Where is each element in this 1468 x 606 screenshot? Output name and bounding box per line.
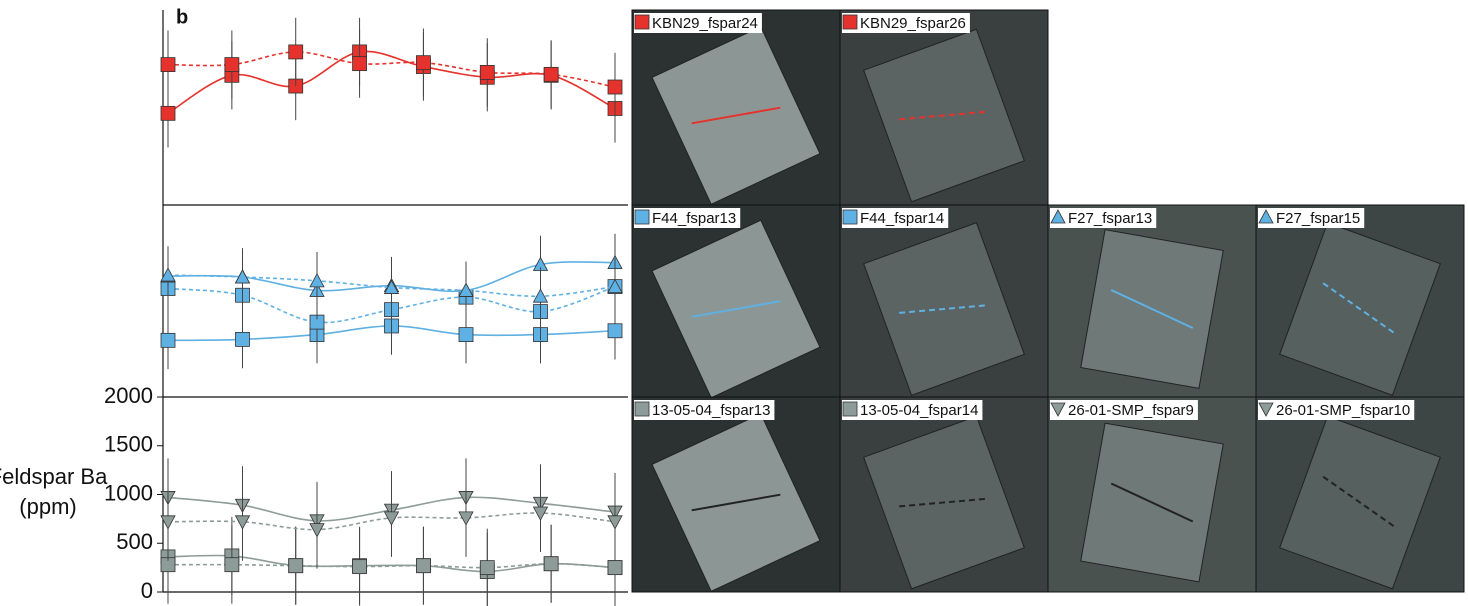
legend-marker [843,15,857,29]
y-axis-label: Feldspar Ba [0,464,108,489]
legend-label: 26-01-SMP_fspar10 [1276,402,1410,419]
legend-marker [635,210,649,224]
y-tick-label: 2000 [104,383,153,408]
legend-label: KBN29_fspar26 [860,15,966,32]
data-point [161,58,175,72]
y-tick-label: 500 [116,529,153,554]
y-tick-label: 1000 [104,480,153,505]
data-point [225,58,239,72]
sem-image: F44_fspar14 [840,205,1048,397]
legend-marker [635,402,649,416]
data-point [225,558,239,572]
sem-image: KBN29_fspar26 [840,10,1048,205]
data-point [608,516,622,529]
legend-marker [843,210,857,224]
data-point [416,56,430,70]
legend-label: 26-01-SMP_fspar9 [1068,402,1194,419]
sem-image: KBN29_fspar24 [632,10,840,205]
data-point [480,65,494,79]
data-point [161,333,175,347]
sem-image: F27_fspar15 [1256,205,1464,397]
legend-label: 13-05-04_fspar14 [860,402,978,419]
data-point [608,324,622,338]
data-point [416,559,430,573]
data-point [289,559,303,573]
data-point [544,67,558,81]
sem-image: 13-05-04_fspar13 [632,397,840,592]
panel-label: b [176,6,188,28]
sem-image: 26-01-SMP_fspar9 [1048,397,1256,592]
y-tick-label: 1500 [104,432,153,457]
y-tick-label: 0 [141,578,153,603]
y-axis-label: (ppm) [19,494,76,519]
data-point [310,274,324,287]
sem-image: 26-01-SMP_fspar10 [1256,397,1464,592]
legend-label: F27_fspar13 [1068,210,1152,227]
data-point [353,560,367,574]
legend-label: 13-05-04_fspar13 [652,402,770,419]
legend-marker [635,15,649,29]
data-point [608,561,622,575]
sem-image: F27_fspar13 [1048,205,1256,397]
data-point [236,332,250,346]
data-point [480,561,494,575]
figure: b Feldspar Ba (ppm) KBN29_fspar24 KBN29_f… [0,0,1468,606]
legend-label: KBN29_fspar24 [652,15,758,32]
data-point [289,45,303,59]
legend-label: F27_fspar15 [1276,210,1360,227]
data-point [608,80,622,94]
data-point [161,106,175,120]
sem-image: F44_fspar13 [632,205,840,398]
data-point [459,328,473,342]
data-point [353,57,367,71]
legend-label: F44_fspar14 [860,210,944,227]
sem-image: 13-05-04_fspar14 [840,397,1048,592]
data-point [544,557,558,571]
legend-label: F44_fspar13 [652,210,736,227]
legend-marker [843,402,857,416]
